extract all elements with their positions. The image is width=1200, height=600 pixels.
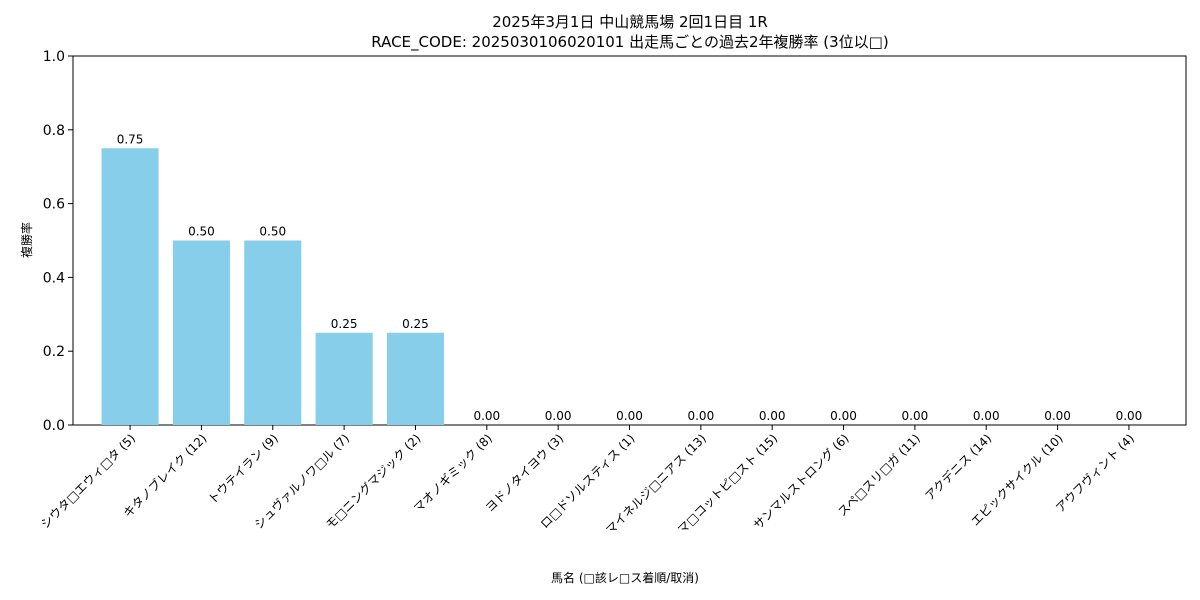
- bar: [101, 148, 159, 425]
- data-label: 0.00: [687, 409, 714, 423]
- data-label: 0.00: [973, 409, 1000, 423]
- data-label: 0.00: [1116, 409, 1143, 423]
- y-axis-label: 複勝率: [19, 222, 34, 258]
- y-tick-label: 0.2: [43, 344, 65, 360]
- data-label: 0.00: [473, 409, 500, 423]
- x-tick-label: トウテイラン (9): [205, 431, 281, 507]
- x-tick-label: アクデニス (14): [922, 431, 995, 504]
- data-label: 0.50: [188, 225, 215, 239]
- y-tick-label: 0.6: [43, 197, 65, 213]
- x-tick-label: シウタ□エウィ□タ (5): [38, 431, 138, 531]
- chart-title: 2025年3月1日 中山競馬場 2回1日目 1R: [492, 13, 768, 31]
- data-label: 0.75: [117, 132, 144, 146]
- bar: [315, 332, 373, 425]
- chart-subtitle: RACE_CODE: 2025030106020101 出走馬ごとの過去2年複勝…: [371, 33, 888, 52]
- data-label: 0.50: [259, 225, 286, 239]
- bar: [244, 240, 302, 425]
- y-tick-label: 0.0: [43, 418, 65, 434]
- data-label: 0.00: [616, 409, 643, 423]
- x-axis-label: 馬名 (□該レ□ス着順/取消): [551, 570, 699, 585]
- data-label: 0.25: [402, 317, 429, 331]
- y-tick-label: 0.4: [43, 270, 65, 286]
- bar: [172, 240, 230, 425]
- y-tick-label: 0.8: [43, 123, 65, 139]
- data-label: 0.25: [331, 317, 358, 331]
- data-label: 0.00: [830, 409, 857, 423]
- data-label: 0.00: [1044, 409, 1071, 423]
- x-tick-label: マオノギミック (8): [411, 431, 495, 515]
- data-label: 0.00: [902, 409, 929, 423]
- x-tick-label: アウフヴィント (4): [1052, 431, 1137, 516]
- data-label: 0.00: [759, 409, 786, 423]
- bar: [386, 332, 444, 425]
- x-tick-label: ヨドノタイヨウ (3): [483, 431, 567, 515]
- plot-frame: [72, 55, 1187, 426]
- y-tick-label: 1.0: [43, 49, 65, 65]
- data-label: 0.00: [545, 409, 572, 423]
